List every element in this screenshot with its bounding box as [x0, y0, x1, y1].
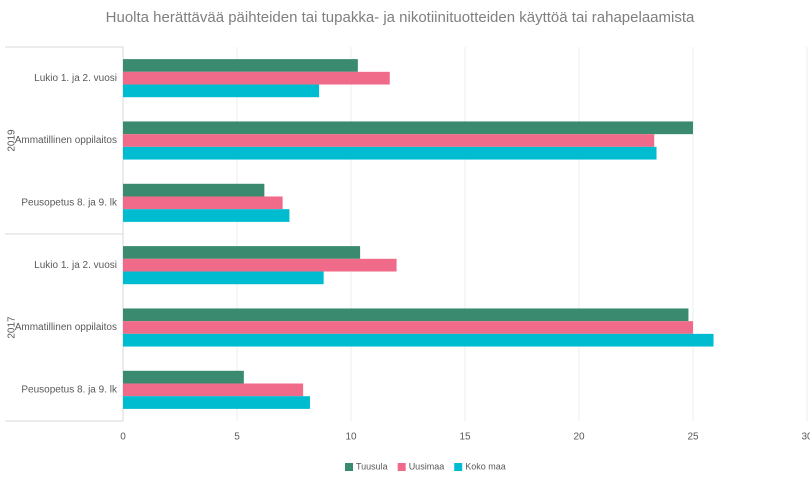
- x-tick-label: 10: [345, 432, 357, 443]
- x-tick-label: 15: [459, 432, 471, 443]
- bar: [123, 84, 320, 98]
- bar: [123, 59, 358, 72]
- y-tick-label: Peusopetus 8. ja 9. lk: [21, 197, 118, 208]
- y-tick-label: Peusopetus 8. ja 9. lk: [21, 384, 118, 395]
- bar: [123, 246, 361, 259]
- bar: [123, 396, 310, 409]
- x-tick-label: 25: [687, 432, 699, 443]
- x-tick-label: 5: [234, 432, 240, 443]
- bar: [123, 146, 657, 160]
- legend-label: Koko maa: [465, 461, 506, 471]
- x-tick-label: 30: [801, 432, 810, 443]
- bar: [123, 209, 290, 222]
- y-tick-label: Ammatillinen oppilaitos: [15, 135, 117, 146]
- bar: [123, 258, 397, 272]
- bar: [123, 271, 324, 285]
- bar: [123, 333, 714, 347]
- y-tick-label: Lukio 1. ja 2. vuosi: [34, 73, 117, 84]
- bar: [123, 308, 689, 322]
- bar: [123, 196, 283, 210]
- legend-label: Uusimaa: [409, 461, 445, 471]
- group-label: 2017: [7, 316, 18, 339]
- group-label: 2019: [7, 129, 18, 152]
- bar: [123, 121, 693, 135]
- bar: [123, 370, 244, 384]
- bar: [123, 321, 693, 334]
- bar: [123, 134, 655, 147]
- x-tick-label: 0: [120, 432, 126, 443]
- bar: [123, 71, 390, 85]
- legend-swatch: [397, 463, 406, 471]
- chart-title: Huolta herättävää päihteiden tai tupakka…: [106, 9, 695, 26]
- y-tick-label: Lukio 1. ja 2. vuosi: [34, 260, 117, 271]
- x-tick-label: 20: [573, 432, 585, 443]
- bar: [123, 183, 265, 197]
- bar: [123, 383, 304, 397]
- legend-swatch: [454, 463, 463, 471]
- y-tick-label: Ammatillinen oppilaitos: [15, 322, 117, 333]
- legend-swatch: [345, 463, 353, 471]
- legend-label: Tuusula: [356, 461, 388, 471]
